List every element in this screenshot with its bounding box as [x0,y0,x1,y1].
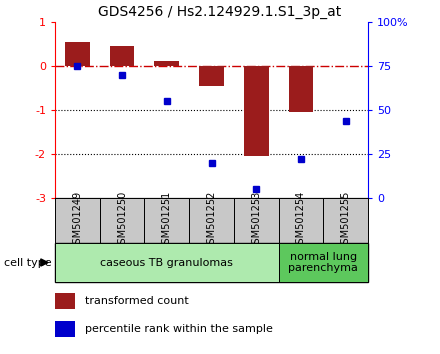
Bar [55,321,75,337]
Text: GSM501249: GSM501249 [72,191,82,250]
Bar [323,198,368,243]
Bar [244,66,268,156]
Text: percentile rank within the sample: percentile rank within the sample [85,324,273,334]
Bar [55,198,100,243]
Bar [55,243,279,282]
Text: GSM501253: GSM501253 [251,191,261,250]
Text: GDS4256 / Hs2.124929.1.S1_3p_at: GDS4256 / Hs2.124929.1.S1_3p_at [99,5,341,19]
Bar [154,61,179,66]
Bar [279,198,323,243]
Text: cell type: cell type [4,257,52,268]
Bar [100,198,144,243]
Text: GSM501252: GSM501252 [206,191,216,250]
Text: transformed count: transformed count [85,296,189,306]
Bar [279,243,368,282]
Bar [334,65,358,66]
Bar [144,198,189,243]
Text: GSM501250: GSM501250 [117,191,127,250]
Text: normal lung
parenchyma: normal lung parenchyma [288,252,358,273]
Text: GSM501254: GSM501254 [296,191,306,250]
Bar [234,198,279,243]
Text: caseous TB granulomas: caseous TB granulomas [100,257,233,268]
Text: GSM501255: GSM501255 [341,191,351,250]
Bar [55,293,75,309]
Bar [65,42,90,66]
Text: GSM501251: GSM501251 [162,191,172,250]
Bar [289,66,313,112]
Bar [199,66,224,86]
Bar [110,46,134,66]
Bar [189,198,234,243]
